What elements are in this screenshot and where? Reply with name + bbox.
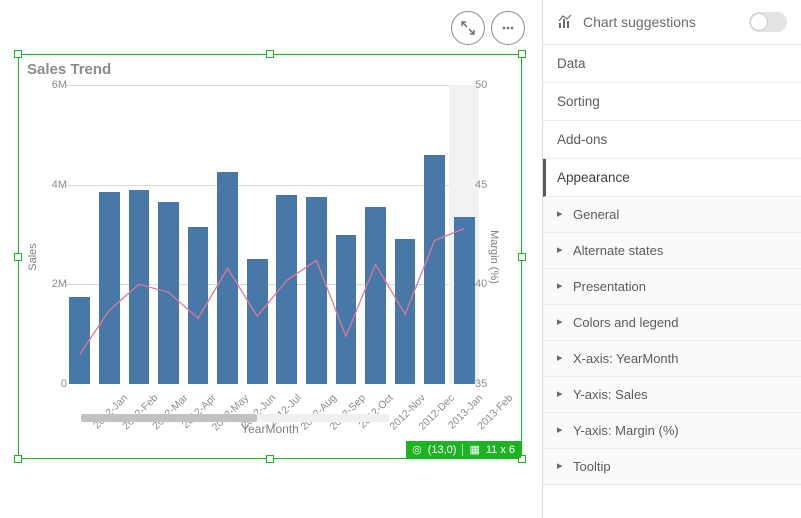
target-icon: ◎ <box>412 443 422 456</box>
panel-section-appearance[interactable]: Appearance <box>543 159 801 197</box>
resize-handle-ml[interactable] <box>14 253 22 261</box>
resize-handle-mt[interactable] <box>266 50 274 58</box>
chart-suggestions-toggle[interactable] <box>749 12 787 32</box>
resize-handle-tr[interactable] <box>518 50 526 58</box>
y-left-tick: 0 <box>49 378 67 390</box>
panel-section-data[interactable]: Data <box>543 45 801 83</box>
chart-selection-frame[interactable]: Sales Trend Sales Margin (%) 0 2M 4M 6M 35 4… <box>18 54 522 459</box>
y-axis-left-label: Sales <box>27 243 39 271</box>
appearance-item-general[interactable]: General <box>543 197 801 233</box>
appearance-item-y-axis-margin-[interactable]: Y-axis: Margin (%) <box>543 413 801 449</box>
more-button[interactable] <box>491 11 525 45</box>
more-icon <box>500 20 516 36</box>
selection-coord: (13,0) <box>428 444 457 456</box>
y-right-tick: 50 <box>475 79 493 91</box>
resize-handle-bl[interactable] <box>14 455 22 463</box>
fullscreen-icon <box>460 20 476 36</box>
panel-section-sorting[interactable]: Sorting <box>543 83 801 121</box>
chart-suggestions-icon <box>557 14 573 30</box>
plot-area <box>65 85 477 382</box>
appearance-item-x-axis-yearmonth[interactable]: X-axis: YearMonth <box>543 341 801 377</box>
y-right-tick: 40 <box>475 278 493 290</box>
chart-title: Sales Trend <box>27 61 111 78</box>
x-scrollbar-track[interactable] <box>81 414 389 422</box>
appearance-item-presentation[interactable]: Presentation <box>543 269 801 305</box>
selection-info-chip: ◎ (13,0) ▦ 11 x 6 <box>406 441 521 458</box>
y-left-tick: 6M <box>49 79 67 91</box>
resize-handle-tl[interactable] <box>14 50 22 58</box>
fullscreen-button[interactable] <box>451 11 485 45</box>
x-scrollbar-thumb[interactable] <box>81 414 257 422</box>
appearance-item-y-axis-sales[interactable]: Y-axis: Sales <box>543 377 801 413</box>
grid-icon: ▦ <box>469 443 479 456</box>
line-series <box>65 85 479 384</box>
y-right-tick: 45 <box>475 179 493 191</box>
y-left-tick: 2M <box>49 278 67 290</box>
appearance-item-colors-and-legend[interactable]: Colors and legend <box>543 305 801 341</box>
panel-section-add-ons[interactable]: Add-ons <box>543 121 801 159</box>
properties-panel: Chart suggestions DataSortingAdd-onsAppe… <box>542 0 801 518</box>
appearance-item-tooltip[interactable]: Tooltip <box>543 449 801 485</box>
resize-handle-mr[interactable] <box>518 253 526 261</box>
appearance-item-alternate-states[interactable]: Alternate states <box>543 233 801 269</box>
selection-size: 11 x 6 <box>486 444 515 456</box>
y-left-tick: 4M <box>49 179 67 191</box>
y-axis-right-label: Margin (%) <box>488 230 500 284</box>
panel-header-title: Chart suggestions <box>583 14 739 30</box>
y-right-tick: 35 <box>475 378 493 390</box>
x-axis-label: YearMonth <box>241 422 299 436</box>
canvas-area: Sales Trend Sales Margin (%) 0 2M 4M 6M 35 4… <box>0 0 542 518</box>
resize-handle-mb[interactable] <box>266 455 274 463</box>
